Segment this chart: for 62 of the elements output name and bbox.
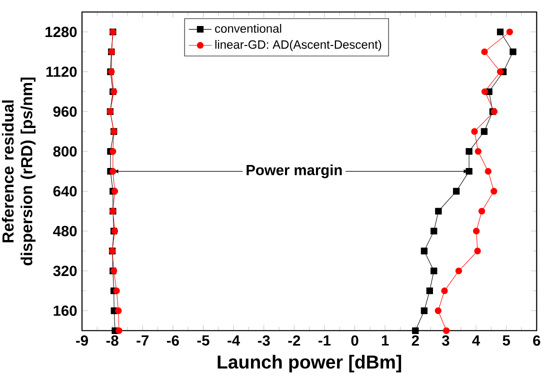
point [490, 188, 498, 195]
annotation: Power margin [246, 164, 342, 178]
x-tick-label: 2 [412, 335, 419, 346]
point [442, 327, 450, 334]
point [472, 228, 480, 234]
y-axis-title: Reference residual dispersion (rRD) [ps/nm] [2, 78, 36, 266]
point [110, 148, 116, 155]
point [435, 208, 442, 214]
legend-label: conventional [215, 24, 282, 33]
point [484, 168, 492, 175]
x-tick-label: 4 [472, 335, 480, 346]
point [480, 128, 488, 135]
point [478, 208, 486, 214]
x-tick-label: 1 [382, 335, 389, 346]
point [510, 48, 516, 56]
point [420, 307, 428, 314]
point [474, 248, 481, 254]
point [506, 28, 514, 36]
point [496, 28, 504, 36]
x-tick-label: -1 [318, 335, 331, 346]
point [113, 287, 120, 294]
point [110, 168, 116, 175]
x-tick-label: -2 [288, 335, 300, 346]
point [471, 128, 478, 135]
point [430, 228, 438, 234]
y-tick-label: 800 [53, 146, 77, 157]
x-axis-title: Launch power [dBm] [218, 354, 402, 372]
legend-label: linear-GD: AD(Ascent-Descent) [215, 40, 382, 52]
point [430, 268, 438, 274]
y-tick-label: 320 [53, 266, 77, 276]
x-tick-label: 6 [533, 335, 540, 346]
point [420, 248, 428, 254]
point [466, 168, 472, 175]
y-tick-label: 1280 [46, 26, 77, 38]
point [474, 148, 482, 155]
point [434, 307, 442, 314]
point [426, 287, 433, 294]
y-tick-label: 640 [53, 186, 77, 196]
y-tick-label: 480 [53, 226, 77, 236]
x-tick-label: 0 [351, 335, 358, 346]
x-tick-label: -3 [258, 335, 270, 346]
y-tick-label: 1120 [46, 66, 77, 77]
point [481, 48, 488, 56]
point [466, 148, 472, 155]
point [412, 327, 419, 334]
point [496, 68, 504, 76]
point [441, 287, 448, 294]
x-tick-label: -8 [106, 335, 118, 346]
x-tick-label: -6 [166, 335, 179, 346]
point [115, 307, 122, 314]
point [455, 268, 462, 274]
y-tick-label: 960 [53, 106, 77, 117]
y-tick-label: 160 [54, 306, 77, 316]
point [481, 88, 488, 95]
x-tick-label: 5 [502, 335, 510, 346]
x-tick-label: 3 [442, 335, 450, 346]
x-tick-label: -4 [228, 335, 240, 346]
point [116, 327, 122, 334]
x-tick-label: -9 [76, 335, 88, 346]
x-tick-label: -5 [197, 335, 210, 346]
x-tick-label: -7 [136, 335, 148, 346]
point [452, 188, 460, 195]
